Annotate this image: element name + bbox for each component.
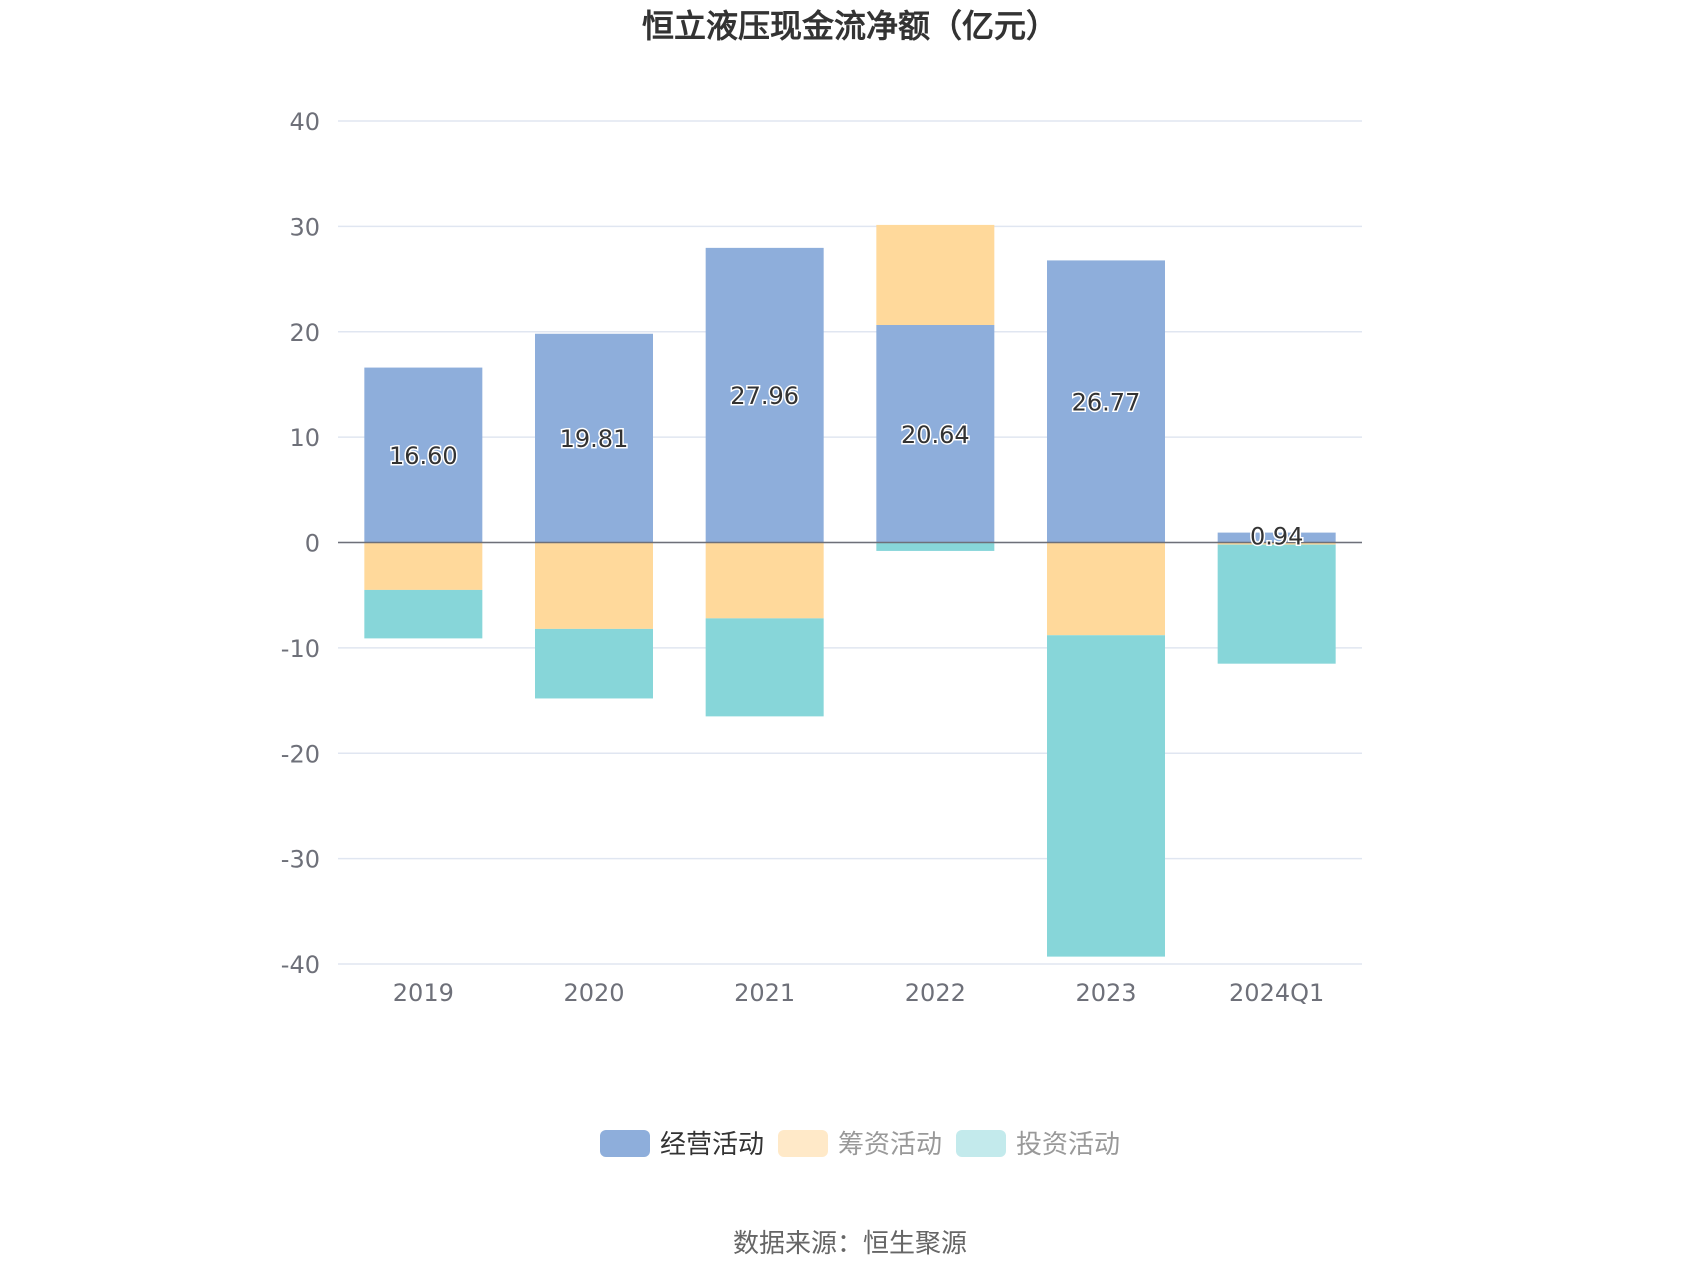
legend-label: 筹资活动	[838, 1130, 942, 1160]
bar-2023-series-1	[1047, 542, 1165, 636]
bar-2020-series-0	[535, 333, 653, 543]
y-tick-label: 30	[289, 213, 320, 241]
x-tick-label: 2021	[734, 979, 795, 1007]
y-tick-label: 0	[305, 530, 320, 558]
legend-label: 投资活动	[1016, 1130, 1120, 1160]
bar-2021-series-1	[705, 542, 824, 619]
x-tick-label: 2023	[1075, 979, 1136, 1007]
bar-2019-series-2	[364, 589, 483, 639]
x-tick-label: 2024Q1	[1229, 979, 1324, 1007]
y-tick-label: 10	[289, 424, 320, 452]
bar-2021-series-0	[705, 247, 824, 543]
data-label: 19.81	[560, 425, 629, 453]
bar-2023-series-0	[1047, 260, 1165, 543]
x-axis-ticks: 2019 2020 2021 2022 2023 2024Q1	[393, 979, 1324, 1007]
y-tick-label: 20	[289, 319, 320, 347]
y-tick-label: -40	[281, 951, 320, 979]
legend-swatch-0	[600, 1130, 650, 1157]
x-tick-label: 2019	[393, 979, 454, 1007]
bar-2024Q1-series-2	[1217, 544, 1336, 664]
y-tick-label: 40	[289, 108, 320, 136]
bar-stacks	[364, 224, 1336, 957]
bar-2022-series-2	[876, 542, 995, 551]
bar-2019-series-1	[364, 542, 483, 590]
legend: 经营活动 筹资活动 投资活动	[600, 1130, 1120, 1160]
y-tick-label: -10	[281, 635, 320, 663]
legend-swatch-2	[956, 1130, 1006, 1157]
data-label: 0.94	[1250, 523, 1303, 551]
source-note: 数据来源：恒生聚源	[733, 1229, 967, 1259]
bar-2020-series-1	[535, 542, 653, 629]
chart-title: 恒立液压现金流净额（亿元）	[642, 7, 1058, 45]
x-tick-label: 2022	[905, 979, 966, 1007]
bar-2020-series-2	[535, 628, 653, 699]
bar-2023-series-2	[1047, 635, 1165, 957]
legend-label: 经营活动	[660, 1130, 764, 1160]
data-label: 20.64	[901, 421, 970, 449]
bar-2022-series-1	[876, 224, 995, 326]
data-label: 27.96	[730, 382, 799, 410]
data-label: 26.77	[1072, 388, 1141, 416]
data-label: 16.60	[389, 442, 458, 470]
y-axis-ticks: 40 30 20 10 0 -10 -20 -30 -40	[281, 108, 320, 979]
y-tick-label: -30	[281, 846, 320, 874]
bar-2019-series-0	[364, 367, 483, 543]
bar-2022-series-0	[876, 325, 995, 543]
legend-swatch-1	[778, 1130, 828, 1157]
y-tick-label: -20	[281, 740, 320, 768]
data-labels: 16.60 19.81 27.96 20.64 26.77 0.94	[387, 381, 1304, 552]
bar-2024Q1-series-1	[1217, 542, 1336, 545]
bar-2024Q1-series-0	[1217, 532, 1336, 543]
bar-2021-series-2	[705, 618, 824, 717]
x-tick-label: 2020	[563, 979, 624, 1007]
